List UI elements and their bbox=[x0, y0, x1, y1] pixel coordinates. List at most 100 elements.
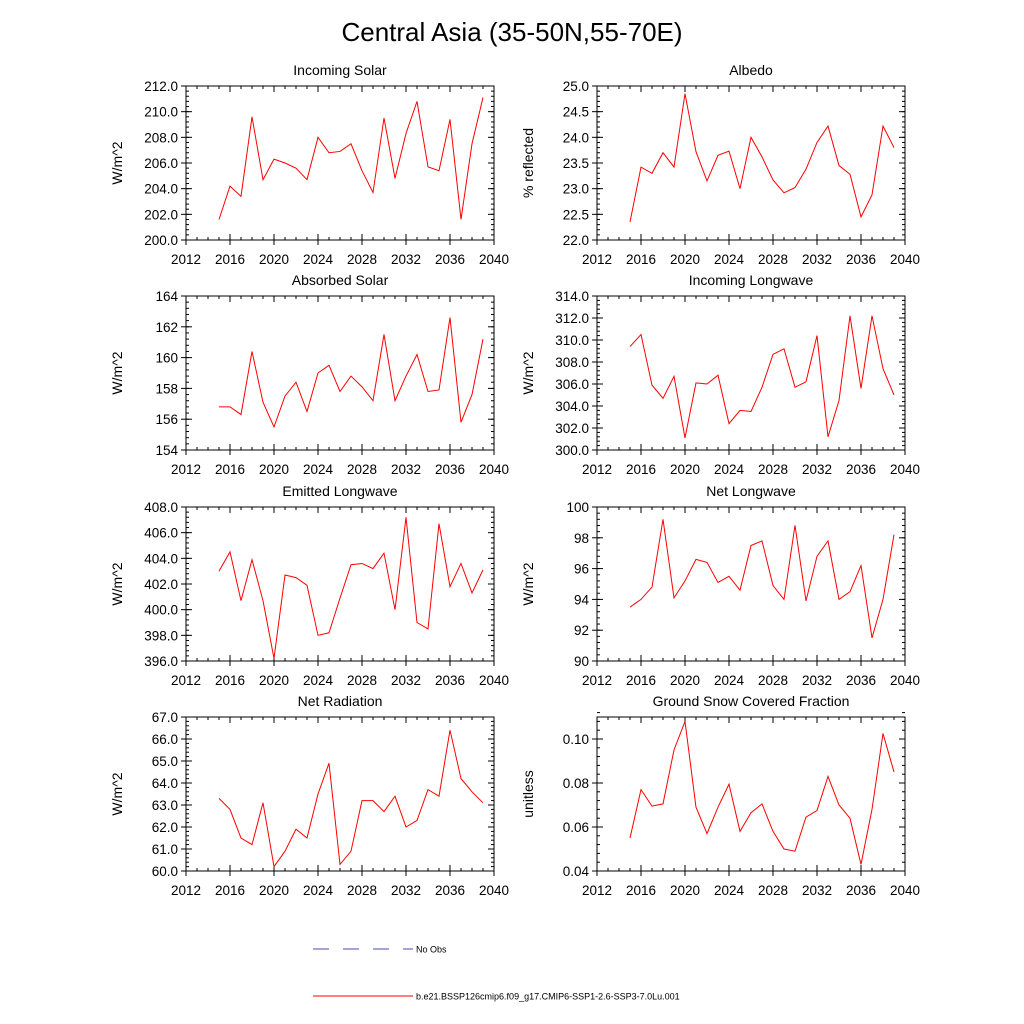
x-tick-label: 2036 bbox=[846, 883, 876, 898]
x-tick-label: 2036 bbox=[846, 673, 876, 688]
y-tick-label: 210.0 bbox=[144, 105, 178, 120]
y-tick-label: 0.04 bbox=[563, 864, 590, 879]
y-tick-label: 158 bbox=[155, 381, 178, 396]
y-axis-label: W/m^2 bbox=[109, 772, 125, 815]
x-tick-label: 2028 bbox=[758, 252, 788, 267]
panel-title: Incoming Longwave bbox=[689, 272, 814, 288]
x-tick-label: 2020 bbox=[670, 883, 700, 898]
x-tick-label: 2036 bbox=[435, 883, 465, 898]
x-tick-label: 2032 bbox=[391, 252, 421, 267]
y-tick-label: 94 bbox=[574, 592, 590, 607]
x-tick-label: 2024 bbox=[714, 252, 745, 267]
panel-ground-snow-covered-fraction: Ground Snow Covered Fraction 2012 2016 2020… bbox=[520, 693, 920, 898]
series-line bbox=[629, 315, 895, 438]
y-tick-label: 302.0 bbox=[555, 421, 589, 436]
y-tick-label: 100 bbox=[566, 500, 589, 515]
x-tick-label: 2032 bbox=[391, 883, 421, 898]
x-tick-label: 2028 bbox=[347, 883, 377, 898]
series-line bbox=[629, 721, 895, 865]
panel-emitted-longwave: Emitted Longwave 2012 2016 2020 2024 2028 2032… bbox=[109, 483, 509, 688]
y-tick-label: 0.10 bbox=[563, 732, 589, 747]
y-tick-label: 308.0 bbox=[555, 355, 589, 370]
y-tick-label: 65.0 bbox=[152, 754, 178, 769]
y-tick-label: 24.0 bbox=[563, 130, 589, 145]
y-tick-label: 398.0 bbox=[144, 628, 178, 643]
y-tick-label: 0.06 bbox=[563, 820, 589, 835]
y-tick-label: 98 bbox=[574, 531, 589, 546]
y-tick-label: 22.0 bbox=[563, 233, 589, 248]
x-tick-label: 2036 bbox=[435, 252, 465, 267]
series-line bbox=[629, 93, 895, 223]
x-tick-label: 2012 bbox=[171, 462, 201, 477]
x-tick-label: 2040 bbox=[890, 462, 920, 477]
y-tick-label: 160 bbox=[155, 351, 178, 366]
y-axis-label: unitless bbox=[520, 770, 536, 817]
panel-title: Net Radiation bbox=[298, 693, 383, 709]
x-tick-label: 2024 bbox=[303, 673, 334, 688]
x-tick-label: 2016 bbox=[215, 673, 245, 688]
x-tick-label: 2028 bbox=[758, 462, 788, 477]
y-tick-label: 304.0 bbox=[555, 399, 589, 414]
y-tick-label: 202.0 bbox=[144, 207, 178, 222]
y-tick-label: 402.0 bbox=[144, 577, 178, 592]
y-tick-label: 404.0 bbox=[144, 551, 178, 566]
x-tick-label: 2012 bbox=[171, 252, 201, 267]
x-tick-label: 2012 bbox=[582, 883, 612, 898]
x-tick-label: 2036 bbox=[435, 673, 465, 688]
x-tick-label: 2016 bbox=[626, 462, 656, 477]
panel-net-radiation: Net Radiation 2012 2016 2020 2024 2028 2032 203… bbox=[109, 693, 509, 898]
x-tick-label: 2032 bbox=[802, 673, 832, 688]
x-tick-label: 2020 bbox=[670, 673, 700, 688]
y-tick-label: 400.0 bbox=[144, 603, 178, 618]
y-tick-label: 310.0 bbox=[555, 333, 589, 348]
x-tick-label: 2016 bbox=[626, 252, 656, 267]
panel-albedo: Albedo 2012 2016 2020 2024 2028 2032 2036 2040 22… bbox=[520, 62, 920, 267]
x-tick-label: 2012 bbox=[171, 883, 201, 898]
x-tick-label: 2016 bbox=[215, 883, 245, 898]
x-tick-label: 2020 bbox=[259, 462, 289, 477]
x-tick-label: 2024 bbox=[303, 252, 334, 267]
x-tick-label: 2040 bbox=[890, 252, 920, 267]
y-tick-label: 23.0 bbox=[563, 182, 589, 197]
y-tick-label: 204.0 bbox=[144, 182, 178, 197]
x-tick-label: 2012 bbox=[171, 673, 201, 688]
x-tick-label: 2012 bbox=[582, 673, 612, 688]
y-tick-label: 206.0 bbox=[144, 156, 178, 171]
x-tick-label: 2040 bbox=[479, 462, 509, 477]
y-tick-label: 62.0 bbox=[152, 820, 178, 835]
y-axis-label: W/m^2 bbox=[520, 351, 536, 394]
series-line bbox=[219, 317, 484, 429]
series-line bbox=[218, 730, 484, 868]
y-tick-label: 314.0 bbox=[555, 289, 589, 304]
x-tick-label: 2032 bbox=[391, 462, 421, 477]
y-tick-label: 408.0 bbox=[144, 500, 178, 515]
panel-title: Absorbed Solar bbox=[292, 272, 389, 288]
y-tick-label: 63.0 bbox=[152, 798, 178, 813]
legend: No Obs b.e21.BSSP126cmip6.f09_g17.CMIP6-… bbox=[313, 945, 680, 1002]
x-tick-label: 2036 bbox=[846, 462, 876, 477]
x-tick-label: 2016 bbox=[215, 462, 245, 477]
y-tick-label: 300.0 bbox=[555, 443, 589, 458]
y-tick-label: 312.0 bbox=[555, 311, 589, 326]
x-tick-label: 2016 bbox=[626, 883, 656, 898]
x-tick-label: 2028 bbox=[347, 462, 377, 477]
x-tick-label: 2040 bbox=[890, 883, 920, 898]
legend-label-no-obs: No Obs bbox=[416, 945, 447, 955]
x-tick-label: 2028 bbox=[758, 673, 788, 688]
panel-incoming-solar: Incoming Solar 2012 2016 2020 2024 2028 2032 20… bbox=[109, 62, 509, 267]
series-line bbox=[218, 97, 484, 220]
x-tick-label: 2020 bbox=[259, 252, 289, 267]
y-tick-label: 90 bbox=[574, 654, 589, 669]
y-tick-label: 164 bbox=[155, 289, 178, 304]
y-tick-label: 200.0 bbox=[144, 233, 178, 248]
y-tick-label: 23.5 bbox=[563, 156, 589, 171]
x-tick-label: 2016 bbox=[626, 673, 656, 688]
y-tick-label: 25.0 bbox=[563, 79, 589, 94]
y-axis-label: % reflected bbox=[520, 128, 536, 198]
panel-absorbed-solar: Absorbed Solar 2012 2016 2020 2024 2028 2032 20… bbox=[109, 272, 509, 477]
y-tick-label: 156 bbox=[155, 412, 178, 427]
x-tick-label: 2040 bbox=[479, 673, 509, 688]
y-tick-label: 406.0 bbox=[144, 526, 178, 541]
y-axis-label: W/m^2 bbox=[109, 562, 125, 605]
